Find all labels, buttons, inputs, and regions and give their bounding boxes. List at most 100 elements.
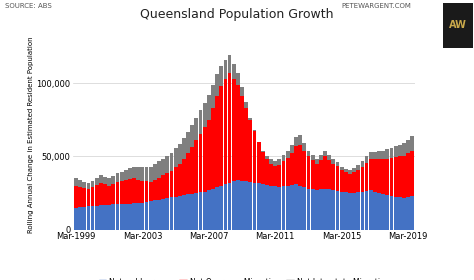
Bar — [120, 204, 124, 230]
Bar — [137, 167, 140, 179]
Bar — [361, 161, 365, 167]
Bar — [406, 140, 410, 153]
Bar — [124, 204, 128, 230]
Bar — [149, 167, 153, 182]
Bar — [340, 167, 344, 170]
Bar — [331, 190, 335, 230]
Bar — [257, 183, 261, 230]
Bar — [165, 156, 169, 173]
Bar — [95, 185, 99, 206]
Bar — [87, 189, 91, 206]
Bar — [173, 167, 178, 197]
Bar — [356, 170, 360, 192]
Bar — [277, 159, 281, 165]
Bar — [361, 167, 365, 192]
Bar — [377, 151, 381, 159]
Bar — [390, 148, 393, 158]
Bar — [331, 164, 335, 190]
Bar — [236, 73, 240, 85]
Bar — [261, 184, 264, 230]
Bar — [74, 186, 78, 208]
Bar — [319, 155, 323, 160]
Bar — [194, 118, 198, 140]
Bar — [356, 192, 360, 230]
Bar — [290, 145, 294, 153]
Bar — [302, 143, 306, 151]
Bar — [124, 180, 128, 204]
Bar — [211, 108, 215, 189]
Bar — [328, 155, 331, 160]
Bar — [269, 159, 273, 164]
Bar — [265, 158, 269, 185]
Bar — [219, 66, 223, 86]
Bar — [286, 158, 290, 186]
Bar — [385, 195, 389, 230]
Bar — [253, 183, 256, 230]
Bar — [232, 181, 236, 230]
Bar — [298, 145, 302, 186]
Bar — [116, 204, 119, 230]
Bar — [365, 191, 368, 230]
Bar — [294, 137, 298, 146]
Bar — [302, 151, 306, 187]
Bar — [199, 134, 202, 192]
Bar — [377, 159, 381, 193]
Bar — [331, 159, 335, 164]
Bar — [257, 142, 261, 143]
Bar — [153, 180, 157, 200]
Bar — [215, 96, 219, 187]
Bar — [232, 79, 236, 181]
Bar — [282, 162, 285, 186]
Bar — [132, 178, 136, 203]
Legend: Natural Increase, Net Overseas Migration, Net Interstate Migration: Natural Increase, Net Overseas Migration… — [96, 275, 392, 280]
Bar — [381, 151, 385, 159]
Bar — [228, 55, 231, 73]
Bar — [328, 160, 331, 189]
Bar — [369, 159, 373, 190]
Text: PETEWARGENT.COM: PETEWARGENT.COM — [341, 3, 411, 9]
Bar — [199, 192, 202, 230]
Bar — [228, 73, 231, 183]
Bar — [385, 149, 389, 158]
Text: SOURCE: ABS: SOURCE: ABS — [5, 3, 52, 9]
Bar — [328, 189, 331, 230]
Bar — [307, 156, 310, 189]
Bar — [145, 167, 148, 181]
Bar — [277, 165, 281, 187]
Bar — [78, 187, 82, 207]
Bar — [369, 152, 373, 159]
Bar — [215, 187, 219, 230]
Bar — [323, 156, 327, 189]
Bar — [310, 155, 315, 160]
Bar — [128, 204, 132, 230]
Bar — [116, 182, 119, 204]
Bar — [178, 196, 182, 230]
Bar — [348, 193, 352, 230]
Bar — [128, 179, 132, 204]
Bar — [290, 153, 294, 185]
Bar — [207, 120, 211, 190]
Bar — [219, 86, 223, 186]
Bar — [273, 161, 277, 166]
Bar — [203, 127, 207, 192]
Bar — [236, 85, 240, 180]
Bar — [111, 204, 115, 230]
Bar — [298, 135, 302, 145]
Bar — [398, 145, 401, 156]
Bar — [294, 146, 298, 184]
Bar — [91, 187, 94, 206]
Bar — [224, 79, 228, 184]
Bar — [182, 138, 186, 158]
Bar — [99, 183, 103, 206]
Bar — [182, 195, 186, 230]
Bar — [323, 189, 327, 230]
Bar — [186, 194, 190, 230]
Bar — [394, 197, 398, 230]
Bar — [410, 136, 414, 151]
Bar — [224, 184, 228, 230]
Bar — [74, 208, 78, 230]
Bar — [269, 186, 273, 230]
Bar — [178, 144, 182, 164]
Bar — [116, 173, 119, 182]
Bar — [194, 193, 198, 230]
